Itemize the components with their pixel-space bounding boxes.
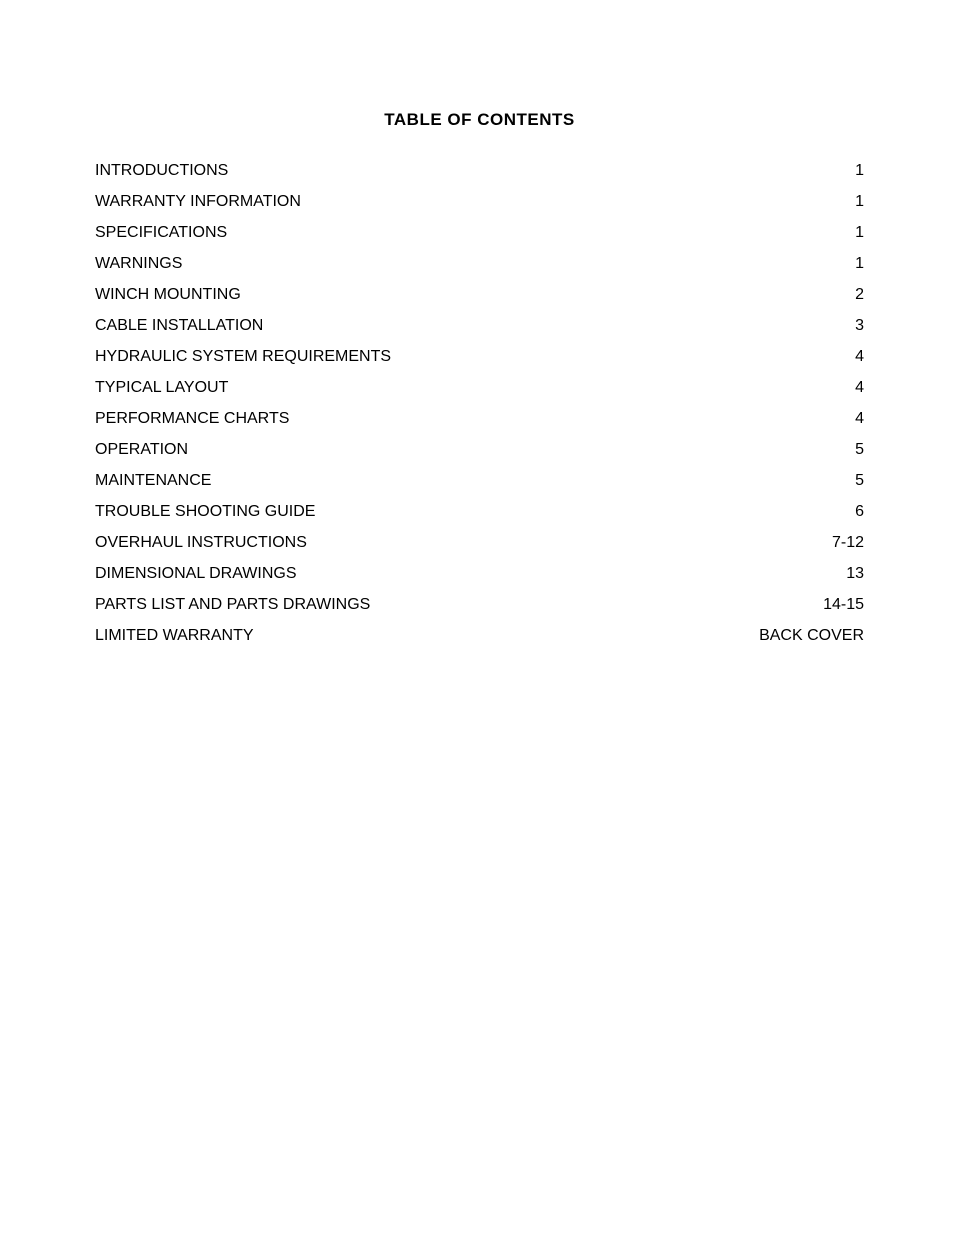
- toc-entry: SPECIFICATIONS 1: [95, 224, 864, 242]
- toc-entry: LIMITED WARRANTY BACK COVER: [95, 627, 864, 645]
- toc-label: OVERHAUL INSTRUCTIONS: [95, 534, 307, 552]
- toc-entry: PARTS LIST AND PARTS DRAWINGS 14-15: [95, 596, 864, 614]
- toc-page: 1: [855, 255, 864, 273]
- toc-page: 4: [855, 379, 864, 397]
- toc-label: TROUBLE SHOOTING GUIDE: [95, 503, 315, 521]
- toc-page: 5: [855, 441, 864, 459]
- toc-label: DIMENSIONAL DRAWINGS: [95, 565, 297, 583]
- toc-page: 1: [855, 224, 864, 242]
- toc-entry: TYPICAL LAYOUT 4: [95, 379, 864, 397]
- toc-page: 14-15: [823, 596, 864, 614]
- toc-entry: OPERATION 5: [95, 441, 864, 459]
- toc-page: 13: [846, 565, 864, 583]
- toc-page: 1: [855, 162, 864, 180]
- toc-label: TYPICAL LAYOUT: [95, 379, 228, 397]
- toc-title: TABLE OF CONTENTS: [95, 110, 864, 130]
- toc-page: 6: [855, 503, 864, 521]
- toc-entry: OVERHAUL INSTRUCTIONS 7-12: [95, 534, 864, 552]
- toc-container: INTRODUCTIONS 1 WARRANTY INFORMATION 1 S…: [95, 162, 864, 645]
- toc-label: WINCH MOUNTING: [95, 286, 241, 304]
- toc-page: 7-12: [832, 534, 864, 552]
- toc-entry: CABLE INSTALLATION 3: [95, 317, 864, 335]
- toc-page: 3: [855, 317, 864, 335]
- toc-label: SPECIFICATIONS: [95, 224, 227, 242]
- toc-page: BACK COVER: [759, 627, 864, 645]
- toc-entry: MAINTENANCE 5: [95, 472, 864, 490]
- toc-label: HYDRAULIC SYSTEM REQUIREMENTS: [95, 348, 391, 366]
- toc-label: CABLE INSTALLATION: [95, 317, 263, 335]
- toc-label: PERFORMANCE CHARTS: [95, 410, 289, 428]
- toc-entry: WARRANTY INFORMATION 1: [95, 193, 864, 211]
- toc-entry: INTRODUCTIONS 1: [95, 162, 864, 180]
- toc-entry: TROUBLE SHOOTING GUIDE 6: [95, 503, 864, 521]
- toc-label: MAINTENANCE: [95, 472, 211, 490]
- toc-entry: HYDRAULIC SYSTEM REQUIREMENTS 4: [95, 348, 864, 366]
- toc-label: WARRANTY INFORMATION: [95, 193, 301, 211]
- toc-entry: WARNINGS 1: [95, 255, 864, 273]
- toc-entry: WINCH MOUNTING 2: [95, 286, 864, 304]
- toc-label: WARNINGS: [95, 255, 182, 273]
- toc-page: 2: [855, 286, 864, 304]
- toc-entry: PERFORMANCE CHARTS 4: [95, 410, 864, 428]
- toc-page: 4: [855, 410, 864, 428]
- toc-page: 1: [855, 193, 864, 211]
- toc-page: 4: [855, 348, 864, 366]
- toc-entry: DIMENSIONAL DRAWINGS 13: [95, 565, 864, 583]
- toc-label: PARTS LIST AND PARTS DRAWINGS: [95, 596, 370, 614]
- toc-label: LIMITED WARRANTY: [95, 627, 254, 645]
- toc-label: OPERATION: [95, 441, 188, 459]
- toc-page: 5: [855, 472, 864, 490]
- toc-label: INTRODUCTIONS: [95, 162, 228, 180]
